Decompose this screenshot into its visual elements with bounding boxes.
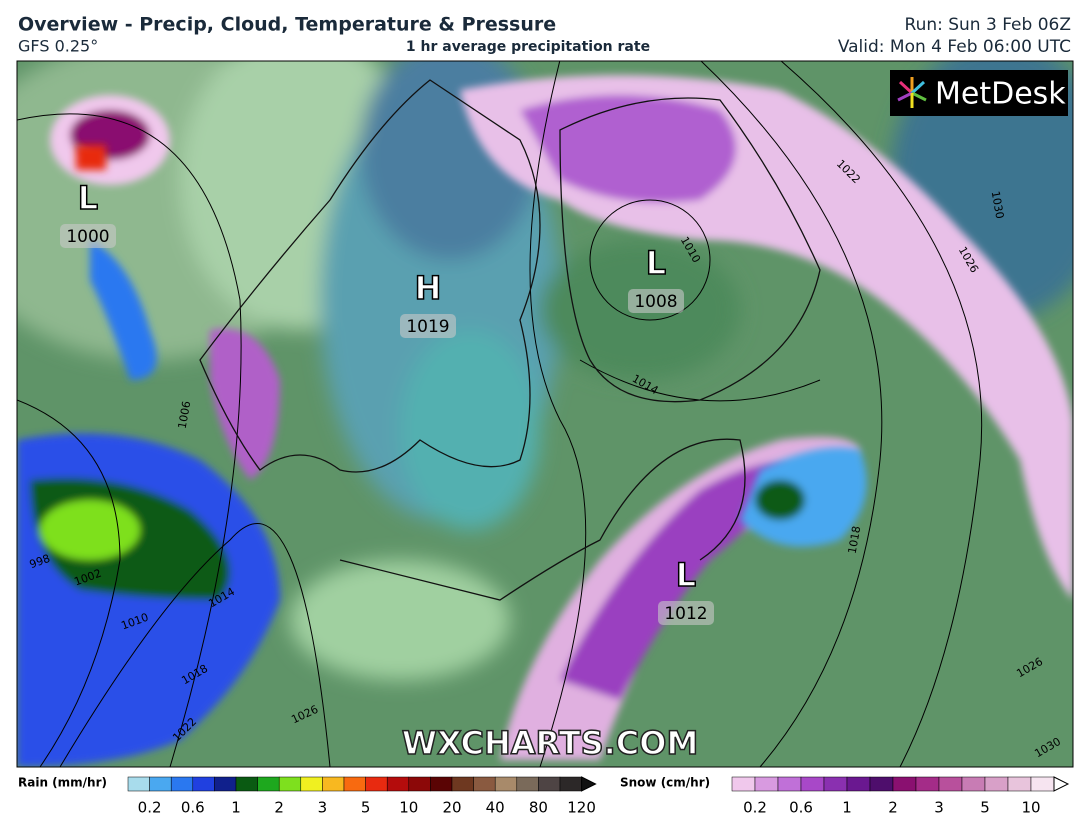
snow-tick-label: 0.6 — [789, 799, 813, 817]
snow-tick-label: 10 — [1021, 799, 1040, 817]
pressure-center-value: 1008 — [634, 292, 677, 312]
rain-swatch — [278, 776, 302, 792]
snow-swatch — [961, 776, 986, 792]
map-frame — [16, 60, 1074, 768]
snow-legend-arrow — [1053, 776, 1070, 792]
isobar-label: 1006 — [176, 400, 194, 430]
rain-tick-label: 0.2 — [138, 799, 162, 817]
pressure-center-type: L — [646, 244, 666, 282]
valid: Valid: Mon 4 Feb 06:00 UTC — [838, 37, 1071, 57]
model: GFS 0.25° — [18, 37, 98, 56]
rain-swatch — [300, 776, 323, 792]
pressure-center-type: H — [415, 269, 442, 307]
rain-swatch — [365, 776, 388, 792]
rain-tick-label: 120 — [567, 799, 596, 817]
snow-tick-label: 2 — [888, 799, 898, 817]
rain-tick-label: 0.6 — [181, 799, 205, 817]
rain-areas — [17, 145, 867, 767]
pressure-value-box — [658, 601, 714, 625]
rain-swatch — [386, 776, 410, 792]
snow-swatch — [869, 776, 894, 792]
rain-swatch — [127, 776, 150, 792]
pressure-center-type: L — [676, 556, 696, 594]
snow-legend-title: Snow (cm/hr) — [620, 776, 710, 790]
snow-swatch — [1007, 776, 1032, 792]
rain-swatch — [214, 776, 237, 792]
pressure-value-box — [400, 314, 456, 338]
pressure-value-box — [628, 289, 684, 313]
snow-swatch — [1030, 776, 1055, 792]
rain-legend-arrow — [581, 776, 597, 792]
rain-swatch — [559, 776, 582, 792]
snow-swatch — [892, 776, 917, 792]
logo-icon — [897, 77, 927, 108]
snow-swatch — [984, 776, 1009, 792]
isobar-label: 1030 — [989, 190, 1007, 220]
rain-swatch — [538, 776, 561, 792]
map — [17, 61, 1073, 767]
subtitle: 1 hr average precipitation rate — [406, 39, 650, 55]
rain-tick-label: 20 — [442, 799, 461, 817]
rain-swatch — [170, 776, 194, 792]
run: Run: Sun 3 Feb 06Z — [905, 15, 1071, 35]
logo-box — [890, 70, 1068, 116]
rain-swatch — [516, 776, 539, 792]
pressure-value-box — [60, 224, 116, 248]
pressure-center-value: 1019 — [406, 317, 449, 337]
snow-swatch — [823, 776, 848, 792]
snow-tick-label: 0.2 — [743, 799, 767, 817]
title: Overview - Precip, Cloud, Temperature & … — [18, 14, 556, 36]
rain-tick-label: 10 — [399, 799, 418, 817]
rain-swatch — [235, 776, 258, 792]
snow-swatch — [800, 776, 825, 792]
rain-swatch — [343, 776, 366, 792]
rain-swatch — [430, 776, 453, 792]
rain-swatch — [473, 776, 496, 792]
pressure-center-value: 1012 — [664, 604, 707, 624]
snow-swatch — [938, 776, 963, 792]
snow-swatch — [777, 776, 802, 792]
rain-legend-title: Rain (mm/hr) — [18, 776, 107, 790]
rain-tick-label: 5 — [361, 799, 371, 817]
rain-swatch — [408, 776, 431, 792]
rain-tick-label: 2 — [274, 799, 284, 817]
rain-swatch — [322, 776, 345, 792]
rain-swatch — [149, 776, 172, 792]
rain-tick-label: 40 — [486, 799, 505, 817]
rain-tick-label: 80 — [529, 799, 548, 817]
pressure-center-type: L — [78, 179, 98, 217]
rain-tick-label: 3 — [318, 799, 328, 817]
isobar-label: 1018 — [846, 525, 864, 555]
snow-tick-label: 5 — [980, 799, 990, 817]
rain-swatch — [451, 776, 474, 792]
rain-swatch — [257, 776, 280, 792]
logo-text: MetDesk — [935, 77, 1066, 112]
rain-swatch — [494, 776, 518, 792]
snow-swatch — [754, 776, 779, 792]
coastlines — [199, 79, 821, 601]
snow-swatch — [846, 776, 871, 792]
rain-tick-label: 1 — [231, 799, 241, 817]
snow-swatch — [731, 776, 756, 792]
snow-tick-label: 3 — [934, 799, 944, 817]
watermark: WXCHARTS.COM — [402, 724, 699, 762]
snow-tick-label: 1 — [842, 799, 852, 817]
rain-swatch — [192, 776, 215, 792]
snow-swatch — [915, 776, 940, 792]
pressure-center-value: 1000 — [66, 227, 109, 247]
snow-areas — [50, 75, 1073, 760]
